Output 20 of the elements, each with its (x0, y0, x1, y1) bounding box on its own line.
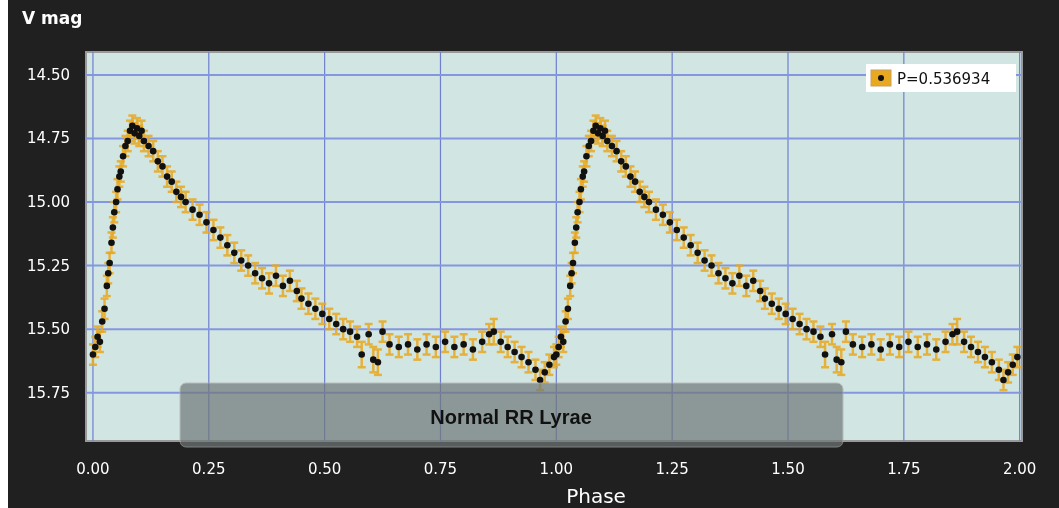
y-tick-label: 15.00 (27, 193, 70, 212)
y-tick-label: 15.50 (27, 320, 70, 339)
y-tick-label: 15.25 (27, 256, 70, 275)
y-tick-label: 14.50 (27, 65, 70, 84)
x-tick-label: 1.75 (887, 460, 921, 478)
legend: P=0.536934 (866, 64, 1016, 92)
y-tick-label: 15.75 (27, 383, 70, 402)
y-tick-label: 14.75 (27, 129, 70, 148)
x-axis-title: Phase (566, 484, 626, 508)
x-tick-label: 1.00 (539, 460, 574, 478)
x-tick-label: 0.25 (192, 460, 226, 478)
x-tick-label: 0.75 (423, 460, 458, 478)
annotation: Normal RR Lyrae (430, 406, 592, 428)
x-tick-label: 2.00 (1002, 460, 1037, 478)
x-tick-label: 0.00 (76, 460, 110, 478)
x-tick-label: 1.25 (655, 460, 689, 478)
x-tick-label: 1.50 (771, 460, 805, 478)
x-tick-label: 0.50 (307, 460, 342, 478)
y-axis-title: V mag (22, 8, 83, 28)
legend-label: P=0.536934 (897, 70, 991, 88)
